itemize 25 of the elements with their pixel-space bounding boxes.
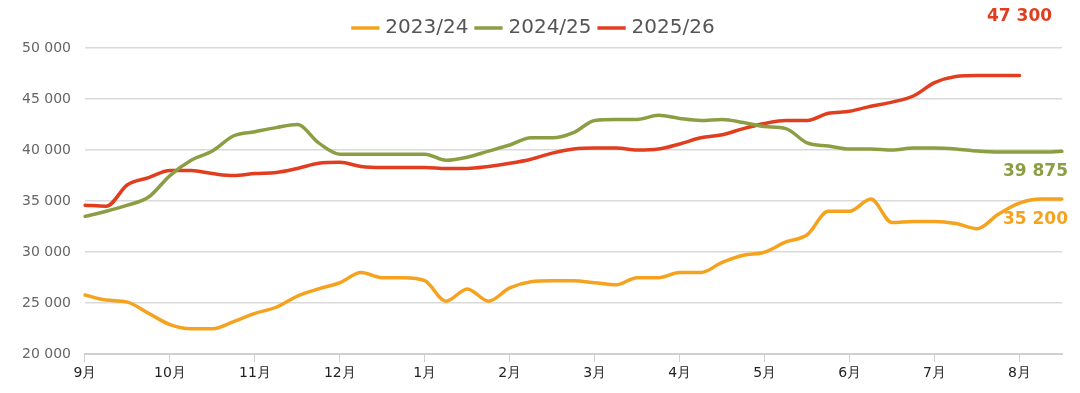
data-label: 47 300 xyxy=(986,5,1053,26)
y-tick-label: 40 000 xyxy=(21,140,71,157)
x-tick-label: 5月 xyxy=(753,364,777,381)
y-tick-label: 25 000 xyxy=(21,293,71,310)
legend-label: 2023/24 xyxy=(385,14,469,39)
y-tick-label: 20 000 xyxy=(21,344,71,361)
x-tick-label: 11月 xyxy=(238,364,271,381)
data-label: 35 200 xyxy=(1002,207,1069,228)
legend-label: 2024/25 xyxy=(508,14,592,39)
x-tick-label: 9月 xyxy=(73,364,97,381)
x-tick-label: 12月 xyxy=(323,364,356,381)
data-label: 39 875 xyxy=(1002,160,1068,181)
x-tick-label: 10月 xyxy=(154,364,186,381)
x-tick-label: 2月 xyxy=(498,364,522,381)
x-tick-label: 4月 xyxy=(668,364,692,381)
x-tick-label: 6月 xyxy=(838,364,862,381)
legend-label: 2025/26 xyxy=(631,14,715,39)
x-tick-label: 1月 xyxy=(413,364,437,381)
x-tick-label: 7月 xyxy=(923,364,947,381)
y-tick-label: 50 000 xyxy=(21,38,71,55)
y-tick-label: 35 000 xyxy=(21,191,71,208)
x-tick-label: 3月 xyxy=(583,364,607,381)
y-tick-label: 30 000 xyxy=(21,242,71,259)
y-tick-label: 45 000 xyxy=(21,89,71,106)
x-tick-label: 8月 xyxy=(1008,364,1031,381)
